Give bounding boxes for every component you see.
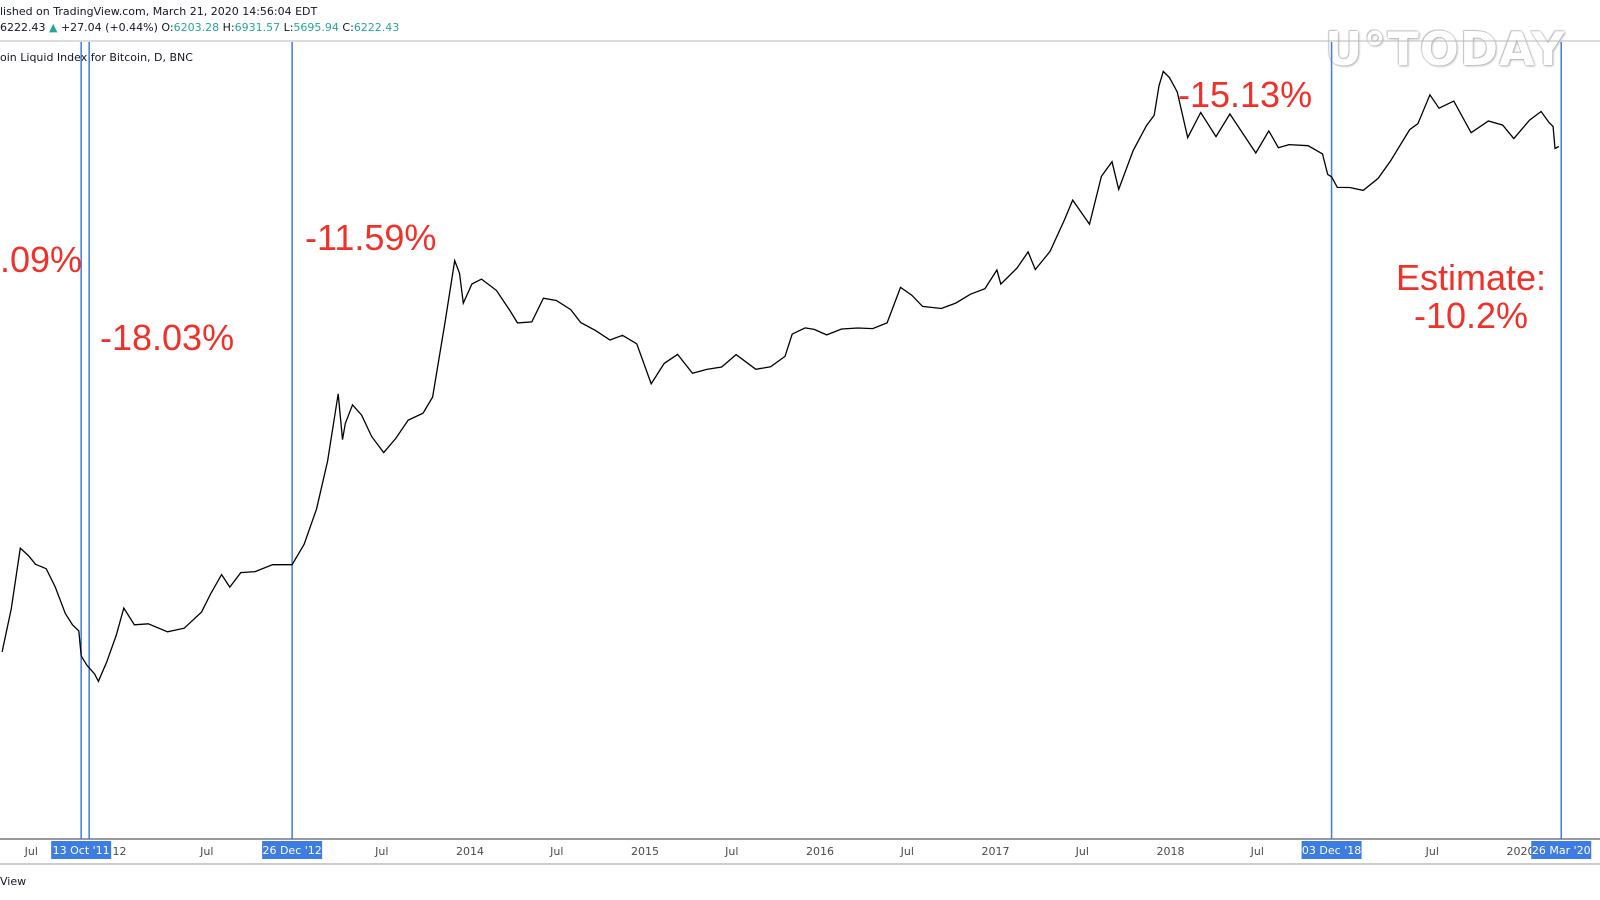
symbol-title: oin Liquid Index for Bitcoin, D, BNC	[0, 51, 193, 64]
halving-date-badge	[1531, 841, 1592, 859]
high-label: H:	[222, 21, 235, 34]
open-value: 6203.28	[173, 21, 220, 34]
halving-date-labels: 13 Oct '11 26 Dec '12 03 Dec '18 26 Mar '20	[51, 841, 1592, 859]
drawdown-annotation: .09%	[0, 239, 82, 280]
halving-date-badge	[51, 841, 112, 859]
x-axis-ticks: Jul 12 Jul Jul 2014 Jul 2015 Jul 2016 Jul 2017 Jul 2…	[24, 845, 1535, 858]
halving-date-badge	[1301, 841, 1362, 859]
drawdown-annotation: -10.2%	[1414, 295, 1528, 336]
x-tick-label: 2017	[981, 845, 1009, 858]
price-line	[1, 70, 1560, 683]
x-tick-label: 2018	[1156, 845, 1184, 858]
x-tick-label: Jul	[900, 845, 914, 858]
change-up-icon: ▲	[49, 21, 58, 34]
close-value: 6222.43	[353, 21, 400, 34]
x-tick-label: Jul	[24, 845, 38, 858]
x-tick-label: Jul	[1250, 845, 1264, 858]
halving-date-label: 13 Oct '11	[53, 844, 110, 857]
halving-lines	[80, 42, 1562, 839]
halving-date-badge	[262, 841, 323, 859]
drawdown-annotation: -15.13%	[1178, 74, 1312, 115]
drawdown-annotations: .09% -18.03% -11.59% -15.13% Estimate:-10.2%	[0, 74, 1546, 358]
close-label: C:	[342, 21, 354, 34]
published-info: lished on TradingView.com, March 21, 202…	[0, 5, 317, 18]
x-tick-label: Jul	[199, 845, 213, 858]
low-value: 5695.94	[293, 21, 339, 34]
drawdown-annotation: -11.59%	[305, 217, 436, 258]
x-tick-label: Jul	[549, 845, 563, 858]
utoday-watermark-logo: U°TODAY	[1325, 22, 1566, 76]
x-tick-label: 2016	[806, 845, 834, 858]
drawdown-annotation: Estimate:	[1396, 257, 1546, 298]
halving-date-label: 26 Dec '12	[262, 844, 321, 857]
halving-date-label: 26 Mar '20	[1532, 844, 1591, 857]
low-label: L:	[283, 21, 294, 34]
footer-brand: View	[0, 875, 27, 888]
price-change: +27.04 (+0.44%)	[60, 21, 158, 34]
published-text: lished on TradingView.com, March 21, 202…	[0, 5, 318, 18]
high-value: 6931.57	[234, 21, 281, 34]
open-label: O:	[161, 21, 174, 34]
x-tick-label: Jul	[1425, 845, 1439, 858]
halving-date-label: 03 Dec '18	[1302, 844, 1361, 857]
x-tick-label: 12	[113, 845, 127, 858]
drawdown-annotation: -18.03%	[100, 317, 234, 358]
ohlc-legend: 6222.43 ▲ +27.04 (+0.44%) O:6203.28 H:69…	[0, 21, 399, 34]
x-tick-label: 2015	[631, 845, 659, 858]
x-tick-label: 2014	[456, 845, 484, 858]
x-tick-label: Jul	[1075, 845, 1089, 858]
x-tick-label: Jul	[374, 845, 388, 858]
last-price: 6222.43	[0, 21, 46, 34]
x-tick-label: Jul	[724, 845, 738, 858]
x-tick-label: 2020	[1506, 845, 1534, 858]
